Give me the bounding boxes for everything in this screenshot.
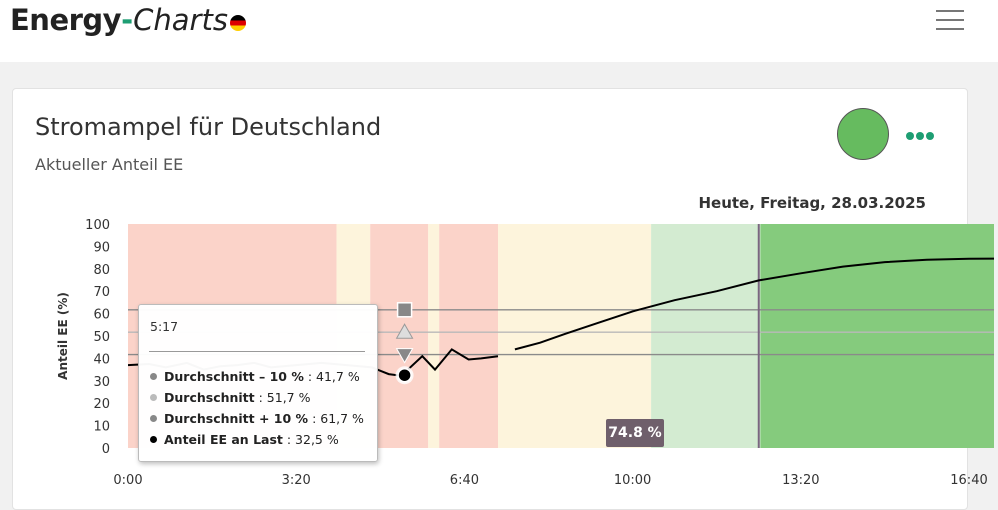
hover-marker-upper [396,302,413,318]
background-band [498,224,652,448]
y-tick-label: 20 [93,397,110,412]
tooltip-row-label: Anteil EE an Last [164,432,283,447]
brand-name-charts: Charts [133,3,228,37]
y-tick-label: 50 [93,330,110,345]
tooltip-row-value: : 32,5 % [282,432,339,447]
tooltip-row: Durchschnitt : 51,7 % [150,390,310,405]
tooltip-row-label: Durchschnitt [164,390,255,405]
hamburger-menu-icon[interactable] [936,10,964,32]
tooltip-row-label: Durchschnitt – 10 % [164,369,304,384]
tooltip-row-value: : 41,7 % [303,369,360,384]
background-band [439,224,499,448]
y-tick-label: 100 [85,218,110,233]
tooltip-separator [149,351,365,352]
more-dots-icon[interactable] [906,125,942,140]
x-tick-label: 0:00 [113,473,142,488]
german-flag-icon [229,15,246,31]
y-tick-label: 60 [93,308,110,323]
x-tick-label: 3:20 [282,473,311,488]
y-axis-label: Anteil EE (%) [56,292,70,380]
y-tick-label: 70 [93,285,110,300]
top-navbar: Energy-Charts [0,0,998,62]
card-subtitle: Aktueller Anteil EE [35,155,184,174]
y-tick-label: 80 [93,263,110,278]
tooltip-row-label: Durchschnitt + 10 % [164,411,309,426]
y-tick-label: 40 [93,352,110,367]
card-title: Stromampel für Deutschland [35,113,382,141]
background-band [760,224,994,448]
brand-logo[interactable]: Energy-Charts [10,2,246,38]
y-tick-label: 10 [93,420,110,435]
background-band [428,224,440,448]
hover-marker-lower [395,348,414,364]
y-tick-label: 90 [93,240,110,255]
chart-tooltip: 5:17 Durchschnitt – 10 % : 41,7 % Durchsc… [138,304,378,462]
x-tick-label: 10:00 [614,473,651,488]
tooltip-dot-icon [150,394,157,401]
tooltip-dot-icon [150,415,157,422]
tooltip-dot-icon [150,436,157,443]
tooltip-row-value: : 51,7 % [254,390,311,405]
hover-marker-average [395,323,414,339]
hover-value-badge: 74.8 % [606,419,664,447]
date-label: Heute, Freitag, 28.03.2025 [698,194,926,212]
y-tick-label: 30 [93,375,110,390]
x-tick-label: 6:40 [450,473,479,488]
brand-name-energy: Energy [10,3,122,37]
tooltip-row-value: : 61,7 % [308,411,364,426]
series-line [514,257,994,351]
tooltip-dot-icon [150,373,157,380]
hover-marker-series [397,367,412,383]
background-band [651,224,761,448]
tooltip-row: Durchschnitt – 10 % : 41,7 % [150,369,360,384]
tooltip-time: 5:17 [150,319,179,334]
x-tick-label: 13:20 [782,473,819,488]
tooltip-row: Anteil EE an Last : 32,5 % [150,432,339,447]
x-tick-label: 16:40 [950,473,987,488]
y-tick-label: 0 [102,442,110,457]
status-light-indicator [837,108,889,160]
brand-dash: - [121,3,134,37]
tooltip-row: Durchschnitt + 10 % : 61,7 % [150,411,364,426]
